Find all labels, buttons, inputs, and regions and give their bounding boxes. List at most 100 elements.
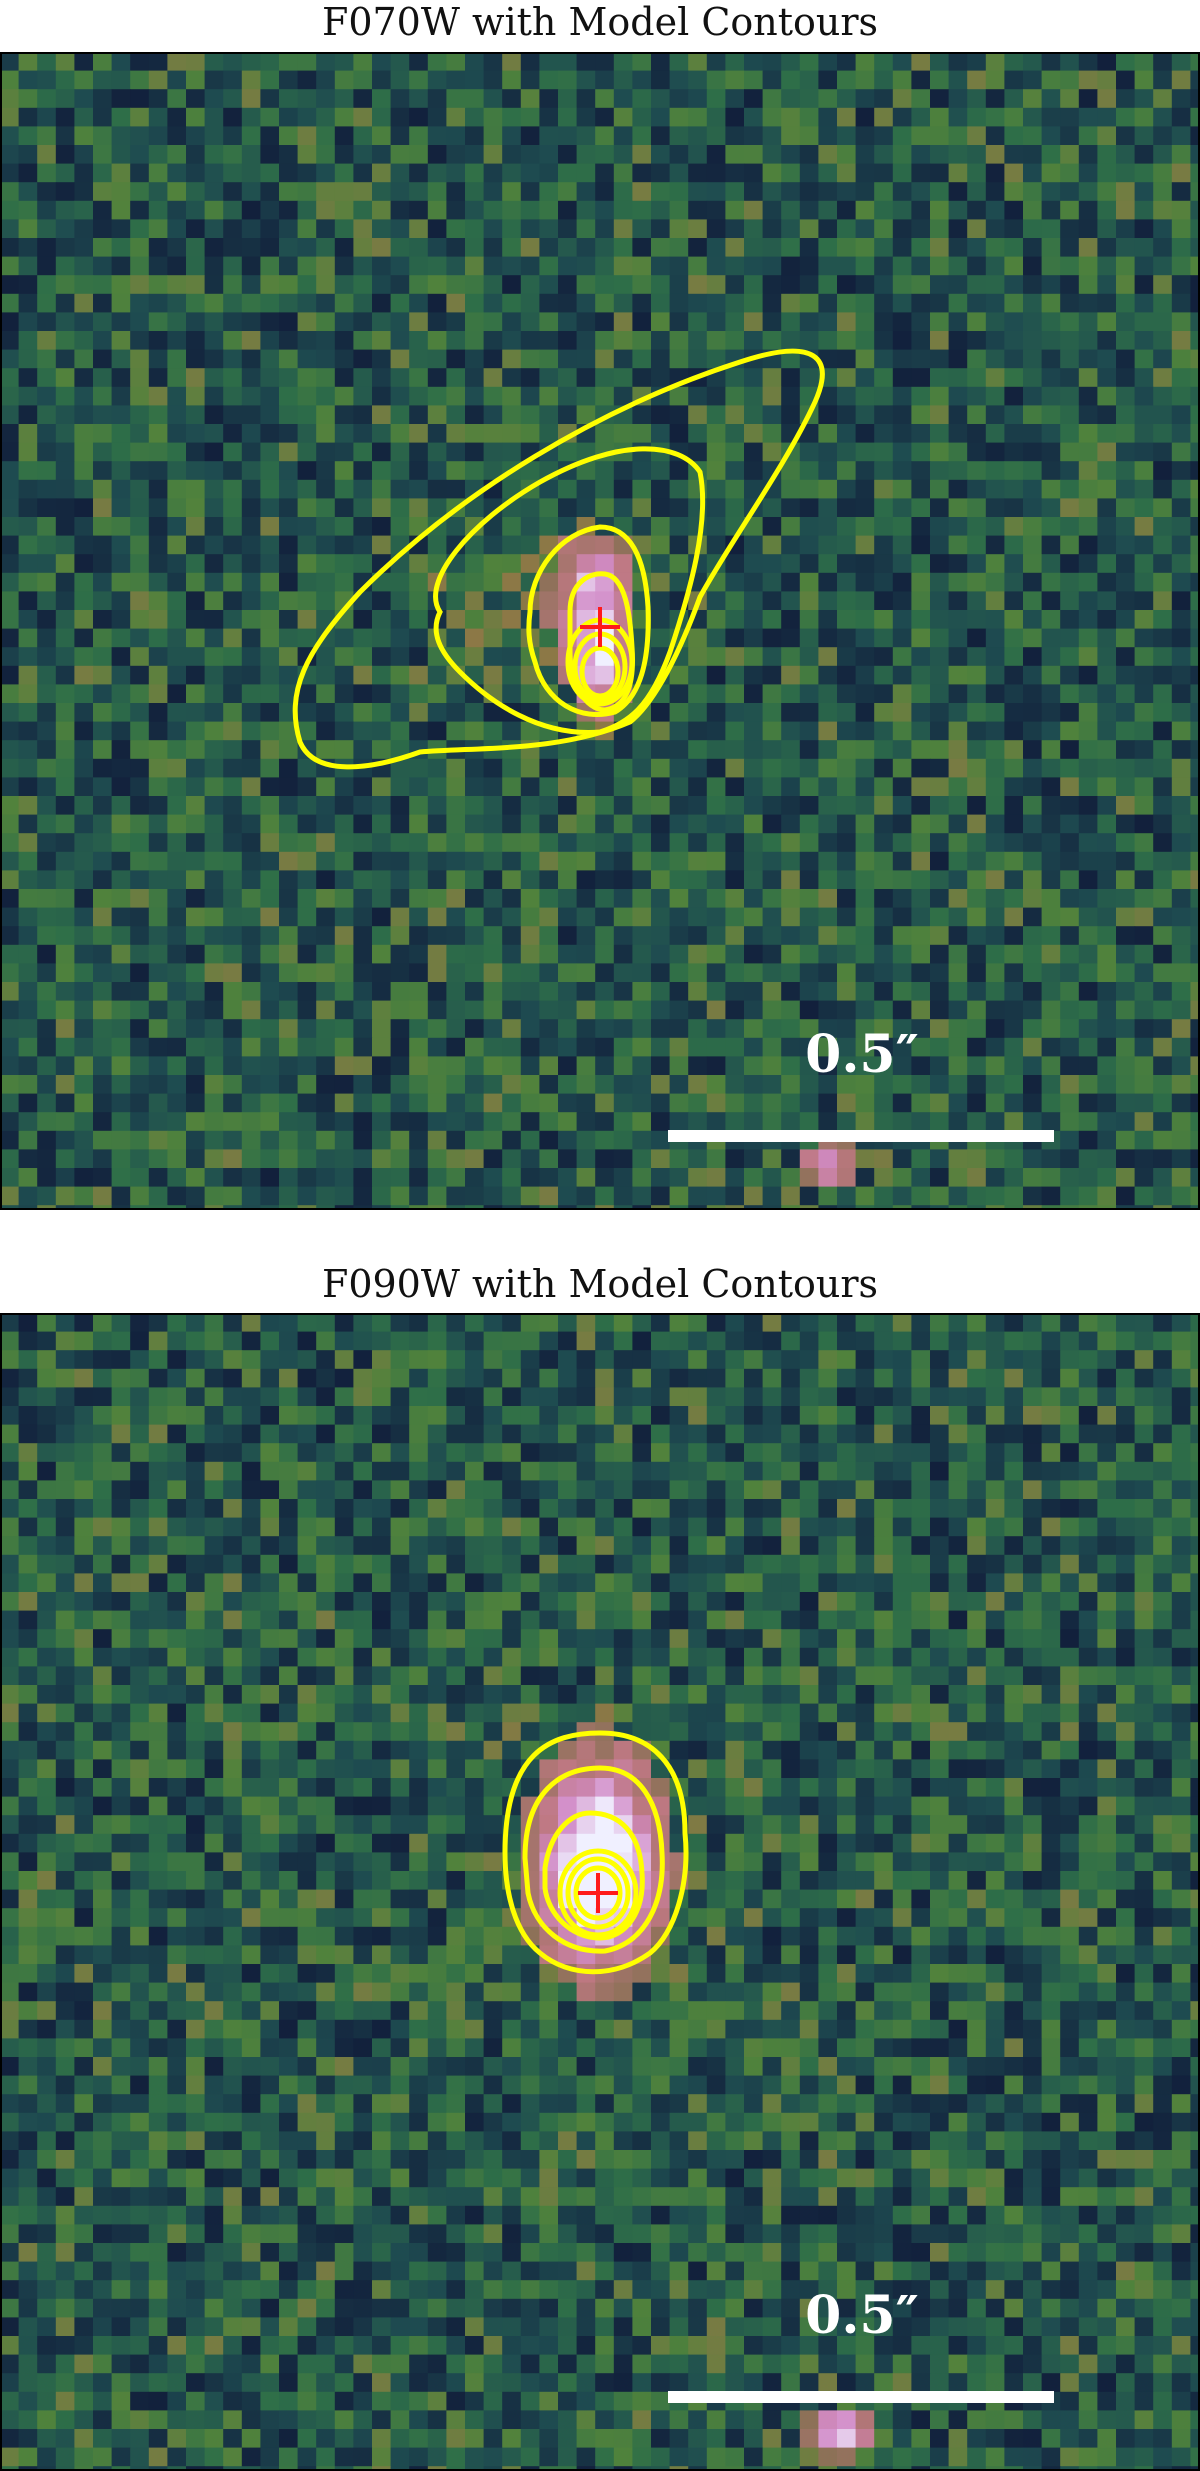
pixel [390,1517,410,1537]
pixel [1134,926,1154,946]
pixel [688,219,708,239]
pixel [1004,1350,1024,1370]
pixel [316,944,336,964]
pixel [334,740,354,760]
pixel [837,665,857,685]
pixel [967,1387,987,1407]
pixel [0,777,20,797]
pixel [297,70,317,90]
pixel [465,758,485,778]
pixel [186,907,206,927]
pixel [855,349,875,369]
pixel [1116,517,1136,537]
pixel [1190,1075,1200,1095]
pixel [1171,1461,1191,1481]
pixel [186,1499,206,1519]
pixel [706,219,726,239]
pixel [93,1019,113,1039]
pixel [297,1000,317,1020]
pixel [37,182,57,202]
pixel [799,1499,819,1519]
pixel [390,1554,410,1574]
pixel [111,293,131,313]
pixel [632,1186,652,1206]
pixel [781,684,801,704]
pixel [148,665,168,685]
pixel [706,703,726,723]
pixel [483,219,503,239]
pixel [316,814,336,834]
pixel [1004,349,1024,369]
pixel [558,1461,578,1481]
pixel [799,796,819,816]
pixel [874,963,894,983]
pixel [297,517,317,537]
pixel [186,368,206,388]
pixel [706,851,726,871]
pixel [353,851,373,871]
pixel [148,628,168,648]
pixel [372,386,392,406]
pixel [148,517,168,537]
pixel [706,777,726,797]
pixel [725,256,745,276]
pixel [409,1424,429,1444]
pixel [409,386,429,406]
pixel [1190,1406,1200,1426]
pixel [55,256,75,276]
pixel [855,1056,875,1076]
pixel [465,1186,485,1206]
pixel [465,200,485,220]
pixel [130,1480,150,1500]
pixel [74,740,94,760]
pixel [130,963,150,983]
pixel [762,1350,782,1370]
pixel [483,889,503,909]
pixel [818,1205,838,1210]
pixel [204,517,224,537]
pixel [1004,684,1024,704]
pixel [316,163,336,183]
pixel [483,814,503,834]
pixel [632,107,652,127]
pixel [855,1387,875,1407]
pixel [148,963,168,983]
pixel [1041,758,1061,778]
pixel [465,1461,485,1481]
pixel [781,591,801,611]
pixel [74,1368,94,1388]
pixel [74,833,94,853]
pixel [1097,405,1117,425]
pixel [892,405,912,425]
pixel [967,1186,987,1206]
pixel [372,1536,392,1556]
pixel [669,1517,689,1537]
pixel [1060,1536,1080,1556]
pixel [353,1168,373,1188]
pixel [465,1424,485,1444]
pixel [874,219,894,239]
pixel [613,275,633,295]
pixel [74,926,94,946]
pixel [799,1368,819,1388]
pixel [1097,758,1117,778]
pixel [334,517,354,537]
pixel [725,145,745,165]
pixel [0,758,20,778]
pixel [130,944,150,964]
pixel [279,796,299,816]
pixel [260,107,280,127]
pixel [1190,777,1200,797]
pixel [967,70,987,90]
pixel [1023,1406,1043,1426]
pixel [1190,479,1200,499]
pixel [818,1350,838,1370]
pixel [0,1368,20,1388]
pixel [260,889,280,909]
pixel [558,442,578,462]
pixel [613,851,633,871]
pixel [1060,796,1080,816]
pixel [465,796,485,816]
pixel [93,1075,113,1095]
pixel [1116,740,1136,760]
